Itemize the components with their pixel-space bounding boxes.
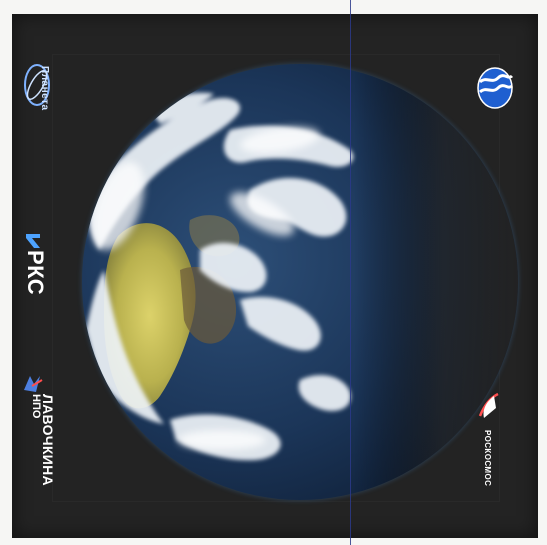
rks-logo: РКС [22, 232, 50, 302]
planeta-label: Планета [39, 66, 50, 111]
npo-name-label: ЛАВОЧКИНА [40, 394, 56, 486]
earth-water-emblem-icon [477, 67, 514, 109]
planeta-icon [24, 64, 50, 106]
scan-fold-line [350, 0, 351, 545]
roscosmos-label: РОСКОСМОС [483, 430, 492, 487]
roscosmos-icon [478, 392, 499, 418]
npo-icon [24, 376, 43, 392]
rks-icon [26, 234, 40, 248]
roscosmos-logo: РОСКОСМОС [470, 390, 510, 500]
planeta-logo: Планета [20, 60, 54, 111]
npo-lavochkina-logo: НПО ЛАВОЧКИНА [16, 374, 56, 494]
rks-label: РКС [23, 250, 48, 296]
